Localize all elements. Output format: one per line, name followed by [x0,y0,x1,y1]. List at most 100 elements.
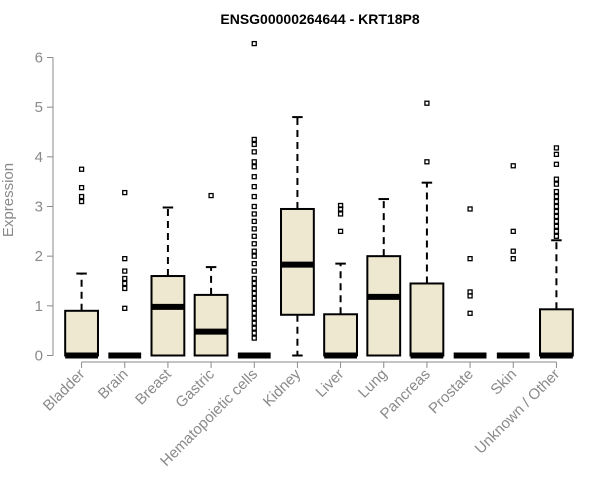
box-iqr [193,293,229,357]
outlier-point [251,149,257,155]
box-iqr [323,313,358,357]
outlier-point [251,325,257,331]
y-tick-label: 4 [35,149,43,166]
outlier-point [553,151,560,158]
outlier-point [424,100,430,106]
box-pancreas [409,100,445,359]
x-tick-label: Skin [487,366,520,399]
outlier-point [553,218,560,225]
outlier-point [251,226,257,232]
box-liver [323,202,358,359]
x-tick-label: Lung [355,366,391,402]
outlier-point [78,198,85,205]
outlier-point [122,275,128,282]
box-bladder [64,166,99,359]
box-lung [366,198,402,357]
outlier-point [122,280,128,287]
outlier-point [251,174,257,180]
x-tick-label: Breast [132,365,175,408]
box-series [64,40,574,359]
outlier-point [251,315,257,321]
outlier-point [251,330,257,336]
outlier-point [467,289,473,295]
y-axis-label: Expression [0,163,17,237]
outlier-point [251,285,257,292]
outlier-point [251,141,257,148]
outlier-point [122,268,128,274]
box-prostate [453,206,487,359]
outlier-point [553,145,560,151]
outlier-point [510,228,516,234]
outlier-point [122,305,128,311]
box-brain [108,189,142,359]
x-tick-label: Brain [95,366,132,403]
outlier-point [251,310,257,316]
box-iqr [366,255,402,357]
y-tick-label: 5 [35,99,43,116]
outlier-point [251,268,257,274]
box-iqr [150,275,186,357]
box-iqr [64,309,99,357]
outlier-point [251,305,257,311]
outlier-point [251,295,257,302]
box-gastric [193,192,229,357]
box-unknown-other [539,145,574,359]
y-tick-label: 1 [35,298,43,315]
outlier-point [251,248,257,254]
outlier-point [553,161,560,167]
outlier-point [251,136,257,143]
y-axis: 0 1 2 3 4 5 6 [35,50,54,365]
box-hematopoietic-cells [237,40,271,359]
box-skin [496,163,530,359]
outlier-point [251,300,257,307]
outlier-point [337,228,344,234]
outlier-point [251,320,257,326]
outlier-point [467,206,473,212]
outlier-point [251,218,257,225]
outlier-point [122,285,128,292]
outlier-point [251,275,257,282]
outlier-point [553,213,560,220]
outlier-point [251,335,257,341]
outlier-point [510,248,516,254]
outlier-point [251,203,257,210]
box-iqr [539,308,574,357]
x-tick-label: Kidney [260,365,305,410]
outlier-point [251,290,257,297]
y-tick-label: 6 [35,50,43,67]
outlier-point [553,193,560,200]
outlier-point [510,163,516,169]
box-breast [150,206,186,357]
outlier-point [510,255,516,262]
outlier-point [467,310,473,316]
outlier-point [251,40,257,47]
outlier-point [553,188,560,195]
outlier-point [251,260,257,267]
outlier-point [78,166,85,172]
outlier-point [122,255,128,262]
outlier-point [78,184,85,191]
x-tick-label: Prostate [425,366,477,418]
outlier-point [251,241,257,247]
outlier-point [251,280,257,287]
y-tick-label: 0 [35,348,43,365]
outlier-point [553,223,560,230]
y-tick-label: 3 [35,199,43,216]
outlier-point [251,183,257,190]
outlier-point [251,211,257,217]
outlier-point [251,253,257,259]
box-kidney [280,116,315,357]
outlier-point [251,193,257,200]
outlier-point [251,233,257,239]
outlier-point [553,208,560,215]
outlier-point [553,203,560,210]
outlier-point [78,193,85,200]
outlier-point [337,202,344,209]
outlier-point [553,233,560,239]
outlier-point [467,255,473,262]
outlier-point [553,181,560,187]
box-iqr [409,282,445,357]
outlier-point [337,211,344,217]
